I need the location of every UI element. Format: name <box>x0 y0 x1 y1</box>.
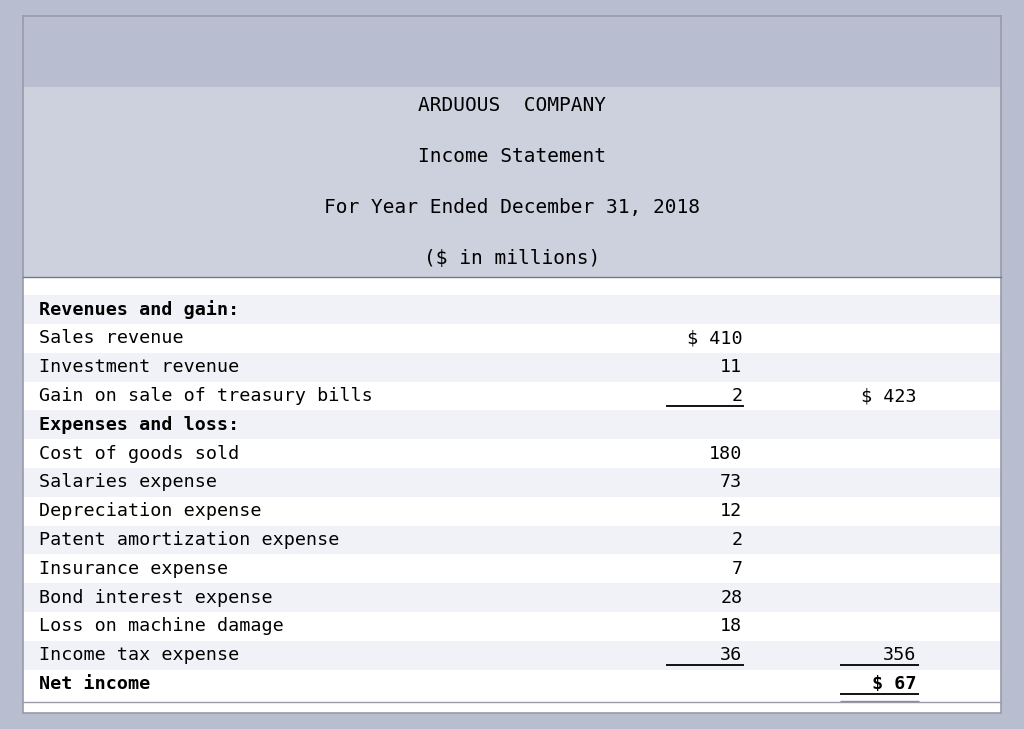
FancyBboxPatch shape <box>23 295 1001 324</box>
Text: Insurance expense: Insurance expense <box>39 560 228 578</box>
Text: $ 423: $ 423 <box>861 387 916 405</box>
Text: 11: 11 <box>720 358 742 376</box>
FancyBboxPatch shape <box>23 526 1001 555</box>
Text: ($ in millions): ($ in millions) <box>424 249 600 268</box>
Text: Income Statement: Income Statement <box>418 147 606 166</box>
Text: Investment revenue: Investment revenue <box>39 358 240 376</box>
FancyBboxPatch shape <box>23 497 1001 526</box>
FancyBboxPatch shape <box>23 410 1001 439</box>
Text: Patent amortization expense: Patent amortization expense <box>39 531 339 549</box>
FancyBboxPatch shape <box>23 353 1001 382</box>
Text: Bond interest expense: Bond interest expense <box>39 588 272 607</box>
Text: Gain on sale of treasury bills: Gain on sale of treasury bills <box>39 387 373 405</box>
Text: 2: 2 <box>731 387 742 405</box>
Text: $ 67: $ 67 <box>872 675 916 693</box>
Text: Revenues and gain:: Revenues and gain: <box>39 300 240 319</box>
FancyBboxPatch shape <box>23 583 1001 612</box>
FancyBboxPatch shape <box>23 555 1001 583</box>
Text: 7: 7 <box>731 560 742 578</box>
Text: For Year Ended December 31, 2018: For Year Ended December 31, 2018 <box>324 198 700 217</box>
Text: 12: 12 <box>720 502 742 521</box>
FancyBboxPatch shape <box>23 324 1001 353</box>
FancyBboxPatch shape <box>23 382 1001 410</box>
Text: Income tax expense: Income tax expense <box>39 646 240 664</box>
Text: Expenses and loss:: Expenses and loss: <box>39 416 240 434</box>
Text: ARDUOUS  COMPANY: ARDUOUS COMPANY <box>418 96 606 115</box>
Text: 356: 356 <box>883 646 916 664</box>
Text: 36: 36 <box>720 646 742 664</box>
Text: Net income: Net income <box>39 675 151 693</box>
Text: Loss on machine damage: Loss on machine damage <box>39 617 284 636</box>
FancyBboxPatch shape <box>23 612 1001 641</box>
Text: 2: 2 <box>731 531 742 549</box>
FancyBboxPatch shape <box>23 87 1001 277</box>
Text: $ 410: $ 410 <box>687 330 742 348</box>
Text: Cost of goods sold: Cost of goods sold <box>39 445 240 463</box>
FancyBboxPatch shape <box>23 277 1001 713</box>
Text: Sales revenue: Sales revenue <box>39 330 183 348</box>
Text: Depreciation expense: Depreciation expense <box>39 502 261 521</box>
FancyBboxPatch shape <box>23 468 1001 497</box>
FancyBboxPatch shape <box>23 641 1001 669</box>
Text: 73: 73 <box>720 473 742 491</box>
Text: 180: 180 <box>709 445 742 463</box>
Text: 28: 28 <box>720 588 742 607</box>
Text: 18: 18 <box>720 617 742 636</box>
FancyBboxPatch shape <box>23 439 1001 468</box>
Text: Salaries expense: Salaries expense <box>39 473 217 491</box>
FancyBboxPatch shape <box>23 669 1001 698</box>
